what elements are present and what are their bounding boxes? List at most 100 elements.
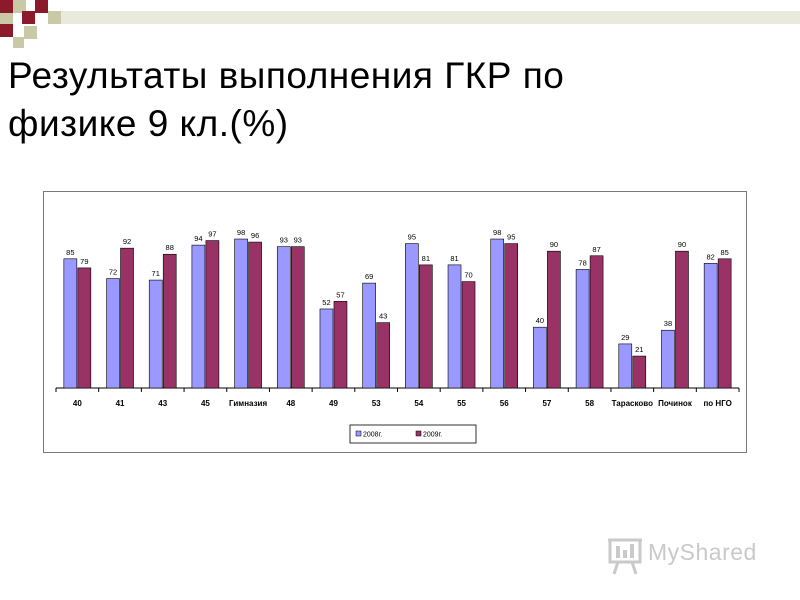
deco-square bbox=[24, 26, 37, 39]
deco-square bbox=[0, 0, 13, 13]
data-label: 43 bbox=[379, 312, 387, 321]
bar-2009 bbox=[77, 267, 92, 389]
bar-2009 bbox=[547, 250, 561, 389]
bar-2008 bbox=[106, 278, 120, 389]
watermark-text: MyShared bbox=[648, 539, 757, 565]
bar-2009 bbox=[717, 258, 732, 389]
bar-2009 bbox=[162, 253, 177, 389]
x-tick-label: 55 bbox=[457, 399, 466, 408]
data-label: 78 bbox=[578, 258, 586, 267]
bar-2009 bbox=[376, 322, 390, 389]
data-label: 87 bbox=[592, 245, 600, 254]
title-line-1: Результаты выполнения ГКР по bbox=[8, 55, 565, 96]
bar-2009 bbox=[333, 301, 348, 389]
legend-swatch-2008 bbox=[355, 430, 362, 437]
data-label: 85 bbox=[66, 248, 74, 257]
legend-box bbox=[349, 424, 477, 444]
bar-2008 bbox=[362, 282, 376, 389]
data-label: 81 bbox=[450, 254, 458, 263]
deco-square bbox=[13, 37, 24, 48]
bar-2008 bbox=[490, 238, 505, 389]
data-label: 98 bbox=[237, 228, 245, 237]
data-label: 40 bbox=[536, 316, 544, 325]
bar-2008 bbox=[319, 308, 334, 389]
deco-square bbox=[0, 13, 13, 26]
data-label: 95 bbox=[507, 233, 515, 242]
bar-2008 bbox=[575, 269, 590, 389]
x-tick-label: по НГО bbox=[703, 399, 731, 408]
data-label: 21 bbox=[635, 345, 643, 354]
x-tick-label: 58 bbox=[585, 399, 594, 408]
bar-2009 bbox=[504, 243, 519, 389]
x-tick-label: Починок bbox=[658, 399, 693, 408]
data-label: 70 bbox=[464, 271, 472, 280]
data-label: 81 bbox=[422, 254, 430, 263]
x-tick-label: Тарасково bbox=[612, 399, 654, 408]
bar-2009 bbox=[632, 355, 647, 389]
bar-2008 bbox=[148, 279, 163, 389]
deco-square bbox=[22, 11, 35, 24]
data-label: 79 bbox=[80, 257, 88, 266]
page-title: Результаты выполнения ГКР по физике 9 кл… bbox=[8, 52, 564, 148]
bar-2008 bbox=[276, 246, 291, 389]
deco-square bbox=[0, 24, 13, 37]
bar-2009 bbox=[461, 281, 476, 389]
x-tick-label: 57 bbox=[542, 399, 551, 408]
data-label: 82 bbox=[706, 252, 714, 261]
bar-2008 bbox=[191, 244, 206, 389]
presentation-board-icon bbox=[608, 538, 642, 575]
x-tick-label: 49 bbox=[329, 399, 338, 408]
x-tick-label: 53 bbox=[372, 399, 381, 408]
data-label: 71 bbox=[152, 269, 160, 278]
data-label: 98 bbox=[493, 228, 501, 237]
bar-2008 bbox=[234, 238, 248, 389]
bar-chart: 85 79 40 72 92 41 71 88 43 94 97 45 98 96 Гимназия 93 93… bbox=[55, 228, 740, 444]
data-label: 88 bbox=[166, 243, 174, 252]
data-label: 94 bbox=[194, 234, 202, 243]
data-label: 95 bbox=[408, 233, 416, 242]
bar-2009 bbox=[589, 255, 604, 389]
data-label: 29 bbox=[621, 333, 629, 342]
x-tick-label: 54 bbox=[414, 399, 423, 408]
legend-swatch-2009 bbox=[415, 430, 422, 437]
title-line-2: физике 9 кл.(%) bbox=[8, 103, 289, 144]
x-tick-label: Гимназия bbox=[229, 399, 267, 408]
deco-square bbox=[13, 0, 26, 13]
data-label: 38 bbox=[664, 319, 672, 328]
bar-2009 bbox=[248, 241, 262, 389]
bar-2009 bbox=[675, 250, 689, 389]
bar-2009 bbox=[290, 246, 305, 389]
data-label: 90 bbox=[678, 240, 686, 249]
data-label: 93 bbox=[294, 236, 302, 245]
x-tick-label: 41 bbox=[116, 399, 125, 408]
chart-frame: 85 79 40 72 92 41 71 88 43 94 97 45 98 96 Гимназия 93 93… bbox=[43, 191, 747, 453]
x-tick-label: 43 bbox=[158, 399, 167, 408]
deco-square bbox=[48, 11, 61, 24]
watermark: MyShared bbox=[606, 536, 776, 576]
bar-2008 bbox=[63, 258, 78, 389]
x-tick-label: 48 bbox=[286, 399, 295, 408]
bar-2008 bbox=[533, 326, 547, 389]
bar-2009 bbox=[120, 247, 134, 389]
data-label: 69 bbox=[365, 272, 373, 281]
bar-2008 bbox=[405, 243, 419, 389]
data-label: 52 bbox=[322, 298, 330, 307]
x-tick-label: 40 bbox=[73, 399, 82, 408]
legend-label: 2008г. bbox=[363, 432, 382, 439]
bar-2008 bbox=[618, 343, 633, 389]
bar-2008 bbox=[661, 329, 675, 389]
bar-2008 bbox=[703, 263, 718, 389]
data-label: 90 bbox=[550, 240, 558, 249]
data-label: 96 bbox=[251, 231, 259, 240]
x-tick-label: 45 bbox=[201, 399, 210, 408]
data-label: 57 bbox=[336, 290, 344, 299]
decorative-squares bbox=[0, 0, 800, 48]
data-label: 72 bbox=[109, 268, 117, 277]
bar-2009 bbox=[419, 264, 433, 389]
x-tick-label: 56 bbox=[500, 399, 509, 408]
data-label: 93 bbox=[280, 236, 288, 245]
deco-band bbox=[61, 11, 800, 24]
data-label: 85 bbox=[720, 248, 728, 257]
bar-2008 bbox=[447, 264, 462, 389]
deco-square bbox=[35, 0, 48, 13]
